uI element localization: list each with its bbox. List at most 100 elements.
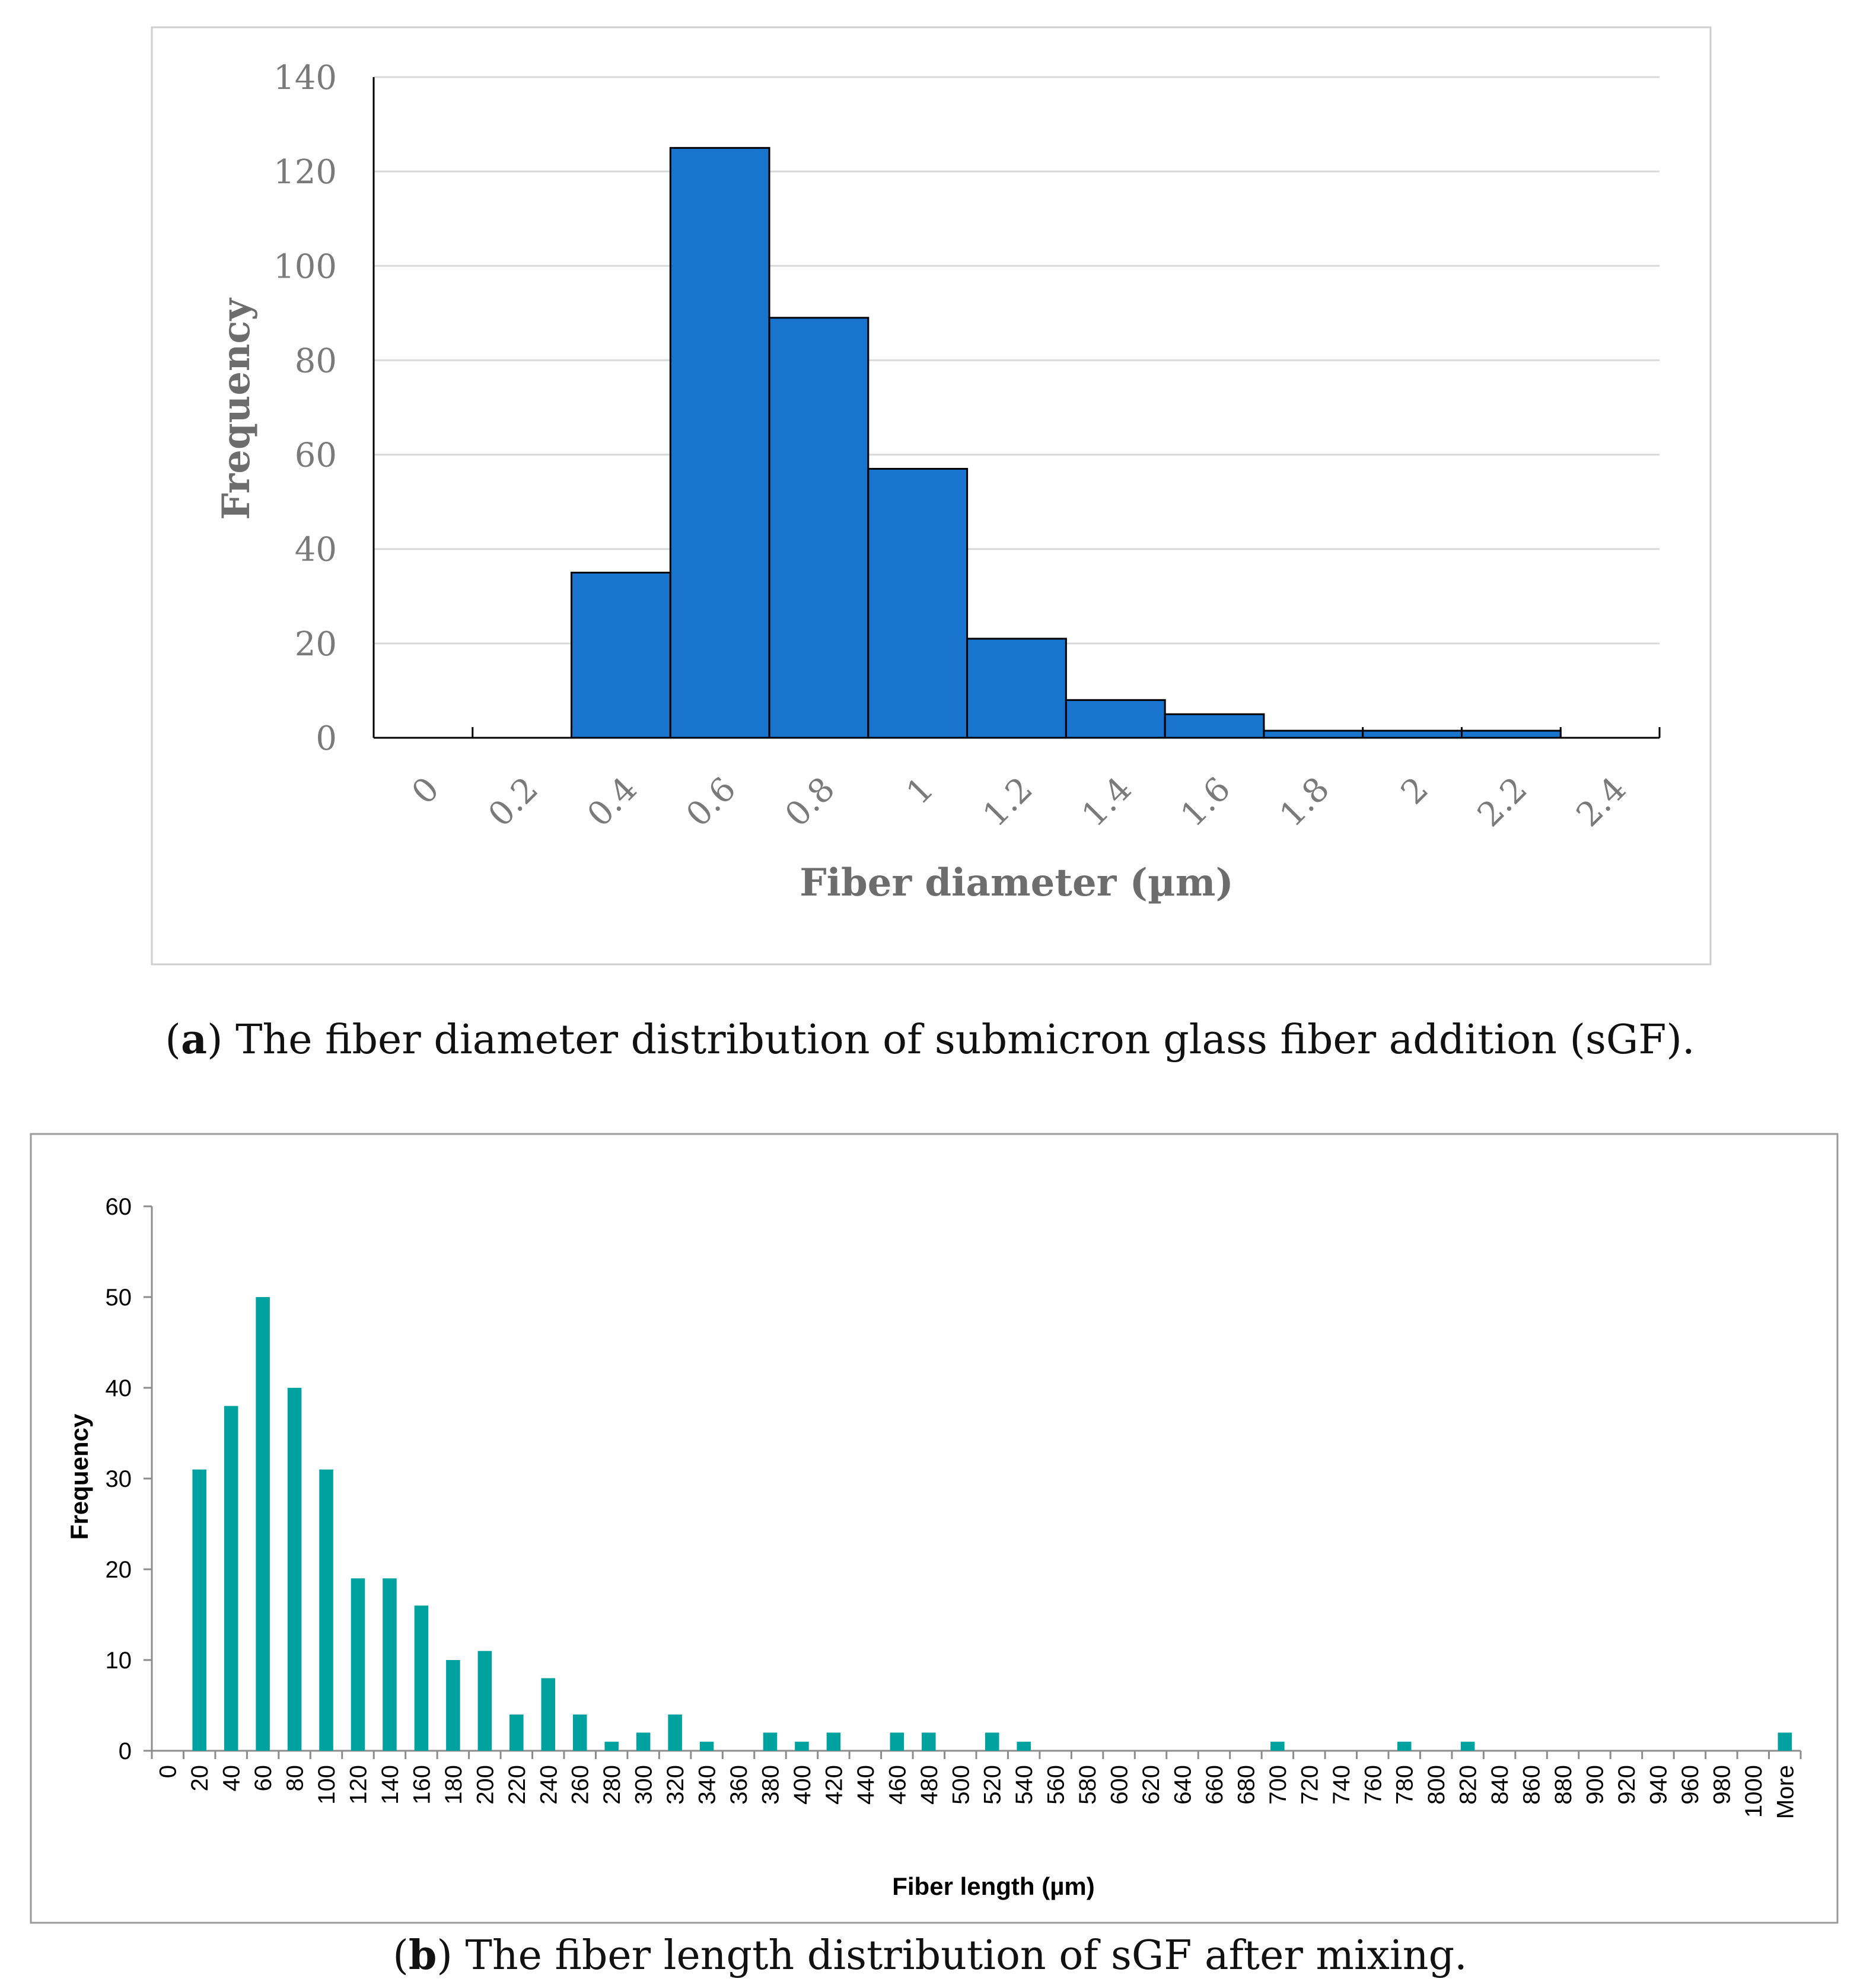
bar-b xyxy=(287,1388,302,1751)
ytick-label-a: 20 xyxy=(295,625,337,664)
xtick-label-b: 580 xyxy=(1075,1765,1101,1805)
xtick-label-b: 240 xyxy=(536,1765,562,1805)
xtick-label-b: 640 xyxy=(1170,1765,1196,1805)
bar-b xyxy=(1460,1741,1475,1751)
bar-b xyxy=(1270,1741,1285,1751)
xtick-label-b: 600 xyxy=(1107,1765,1133,1805)
bar-b xyxy=(795,1741,809,1751)
caption-a-text: ) The fiber diameter distribution of sub… xyxy=(207,1017,1695,1063)
histogram-bar xyxy=(1263,729,1364,739)
ytick-label-b: 30 xyxy=(106,1466,132,1492)
xtick-label-b: 1000 xyxy=(1741,1765,1767,1818)
bar-b xyxy=(446,1660,460,1751)
xtick-label-b: 100 xyxy=(314,1765,340,1805)
xtick-label-b: 680 xyxy=(1233,1765,1259,1805)
xtick-label-b: 860 xyxy=(1519,1765,1545,1805)
bar-b xyxy=(192,1469,206,1751)
bar-b xyxy=(477,1651,492,1751)
chart-a-ylabel: Frequency xyxy=(214,297,259,520)
bar-b xyxy=(668,1714,682,1751)
bar-b xyxy=(509,1714,524,1751)
ytick-label-b: 0 xyxy=(119,1738,132,1764)
bar-b xyxy=(636,1732,651,1751)
chart-b-xlabel: Fiber length (µm) xyxy=(892,1872,1095,1900)
histogram-bar xyxy=(571,572,671,739)
xtick-label-b: 920 xyxy=(1614,1765,1640,1805)
ytick-label-a: 80 xyxy=(295,342,337,380)
bar-b xyxy=(985,1732,999,1751)
caption-b: (b) The fiber length distribution of sGF… xyxy=(393,1932,1467,1979)
xtick-label-b: 620 xyxy=(1138,1765,1164,1805)
xtick-label-b: 300 xyxy=(631,1765,657,1805)
caption-a-open: ( xyxy=(165,1017,181,1063)
xtick-label-b: 180 xyxy=(441,1765,467,1805)
xtick-label-b: 900 xyxy=(1582,1765,1609,1805)
bar-b xyxy=(319,1469,333,1751)
ytick-label-b: 20 xyxy=(106,1557,132,1583)
xtick-label-b: 840 xyxy=(1487,1765,1513,1805)
xtick-label-b: 940 xyxy=(1645,1765,1671,1805)
xtick-label-b: 520 xyxy=(980,1765,1006,1805)
xtick-label-b: 340 xyxy=(695,1765,721,1805)
xtick-label-b: 40 xyxy=(219,1765,245,1792)
xtick-label-b: 980 xyxy=(1709,1765,1735,1805)
bar-b xyxy=(826,1732,841,1751)
xtick-label-b: 80 xyxy=(282,1765,308,1792)
histogram-bar xyxy=(966,638,1067,739)
ytick-label-b: 40 xyxy=(106,1375,132,1401)
histogram-bar xyxy=(867,467,969,739)
xtick-label-b: More xyxy=(1772,1765,1798,1819)
xtick-label-b: 540 xyxy=(1011,1765,1037,1805)
histogram-bar xyxy=(1164,713,1265,739)
bar-b xyxy=(604,1741,619,1751)
xtick-label-b: 740 xyxy=(1329,1765,1355,1805)
ytick-label-b: 60 xyxy=(106,1194,132,1220)
xtick-label-b: 440 xyxy=(853,1765,879,1805)
ytick-label-a: 140 xyxy=(273,59,337,97)
xtick-label-b: 280 xyxy=(599,1765,625,1805)
xtick-label-b: 720 xyxy=(1297,1765,1323,1805)
bar-b xyxy=(541,1678,556,1751)
xtick-label-b: 60 xyxy=(250,1765,276,1792)
xtick-label-b: 0 xyxy=(155,1765,181,1778)
bar-b xyxy=(414,1605,429,1751)
xtick-label-b: 20 xyxy=(187,1765,213,1792)
caption-a: (a) The fiber diameter distribution of s… xyxy=(165,1016,1695,1063)
bar-b xyxy=(224,1406,238,1751)
xtick-label-b: 260 xyxy=(568,1765,594,1805)
xtick-label-b: 360 xyxy=(726,1765,752,1805)
ytick-label-a: 40 xyxy=(295,531,337,569)
histogram-bar xyxy=(768,317,870,739)
ytick-label-a: 120 xyxy=(273,153,337,192)
xtick-label-b: 380 xyxy=(758,1765,784,1805)
bar-b xyxy=(1397,1741,1412,1751)
xtick-label-b: 200 xyxy=(472,1765,498,1805)
xtick-label-b: 160 xyxy=(409,1765,435,1805)
chart-b-ylabel: Frequency xyxy=(65,1413,93,1540)
xtick-label-b: 960 xyxy=(1677,1765,1703,1805)
ytick-label-a: 0 xyxy=(316,719,337,758)
bar-b xyxy=(351,1578,365,1751)
ytick-label-a: 60 xyxy=(295,437,337,475)
xtick-label-b: 500 xyxy=(948,1765,974,1805)
xtick-label-b: 420 xyxy=(821,1765,847,1805)
caption-b-text: ) The fiber length distribution of sGF a… xyxy=(437,1932,1467,1979)
histogram-bar xyxy=(1065,699,1166,739)
chart-a-xlabel: Fiber diameter (µm) xyxy=(800,861,1234,905)
xtick-label-b: 780 xyxy=(1392,1765,1418,1805)
xtick-label-b: 480 xyxy=(916,1765,942,1805)
bar-b xyxy=(572,1714,587,1751)
xtick-label-b: 120 xyxy=(346,1765,372,1805)
xtick-label-b: 800 xyxy=(1423,1765,1450,1805)
bar-b xyxy=(256,1297,270,1751)
xtick-label-b: 460 xyxy=(884,1765,910,1805)
caption-b-open: ( xyxy=(393,1932,409,1979)
xtick-label-b: 760 xyxy=(1360,1765,1386,1805)
xtick-label-b: 400 xyxy=(789,1765,816,1805)
histogram-bar xyxy=(1362,729,1463,739)
xtick-label-b: 140 xyxy=(377,1765,403,1805)
histogram-bar xyxy=(1460,729,1562,739)
bar-b xyxy=(1778,1732,1792,1751)
